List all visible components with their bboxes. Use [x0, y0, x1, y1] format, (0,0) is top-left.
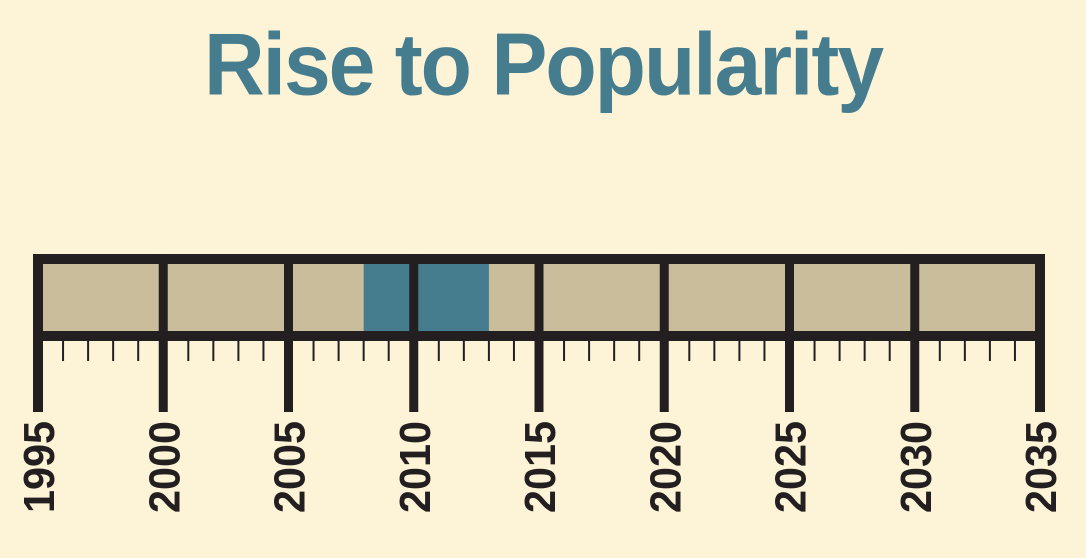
year-label-2020: 2020 — [641, 421, 690, 513]
year-label-2035: 2035 — [1017, 421, 1066, 513]
year-label-2025: 2025 — [767, 421, 816, 513]
year-label-2030: 2030 — [892, 421, 941, 513]
page-title: Rise to Popularity — [203, 14, 884, 114]
timeline-ticks — [33, 254, 1045, 412]
year-label-2015: 2015 — [516, 421, 565, 513]
year-label-2005: 2005 — [266, 421, 315, 513]
year-label-1995: 1995 — [15, 421, 64, 513]
year-label-2000: 2000 — [140, 421, 189, 513]
timeline-labels: 1995 2000 2005 2010 2015 2020 2025 2030 2035 — [15, 421, 1066, 513]
year-label-2010: 2010 — [391, 421, 440, 513]
timeline-highlight-segment — [363, 264, 489, 331]
